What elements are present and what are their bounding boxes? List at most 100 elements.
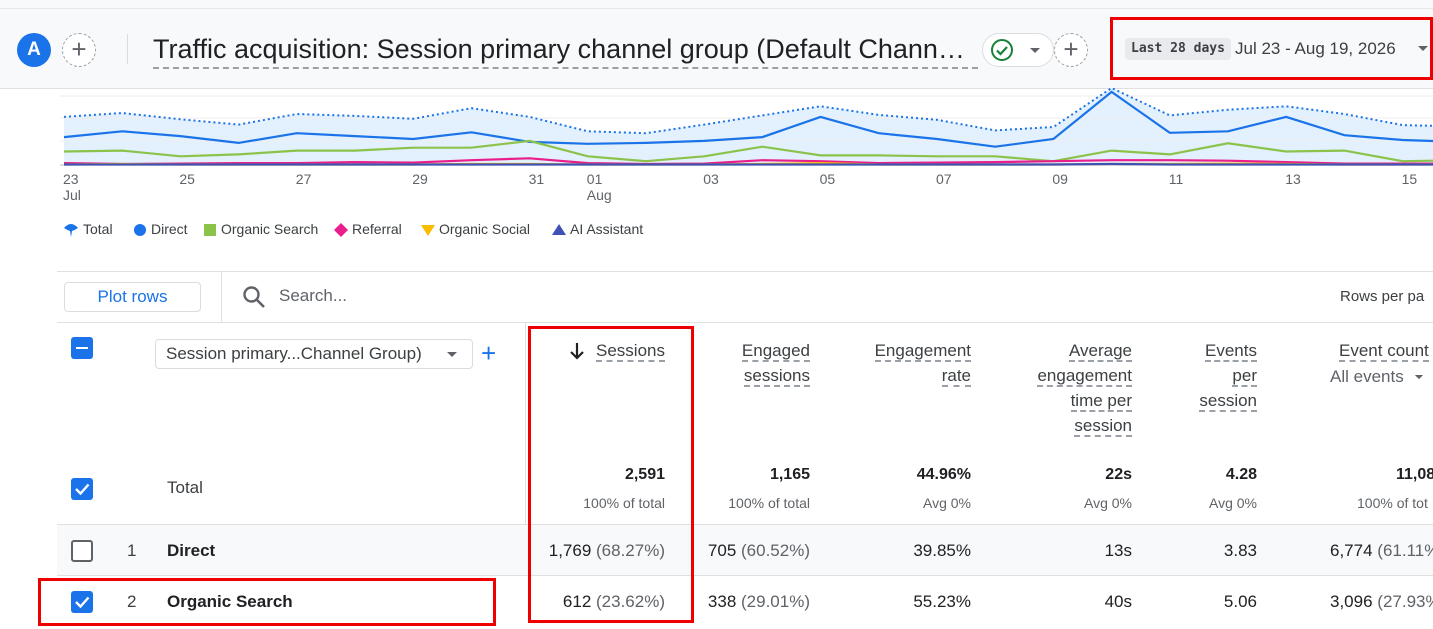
x-tick-label: 05 bbox=[820, 171, 836, 187]
divider bbox=[57, 575, 1433, 576]
table-search-input[interactable]: Search... bbox=[279, 286, 348, 305]
add-comparison-button[interactable]: + bbox=[62, 33, 96, 67]
event-filter-label: All events bbox=[1330, 367, 1404, 386]
legend-label: Organic Search bbox=[221, 221, 319, 237]
legend-label: Total bbox=[83, 221, 113, 237]
legend-item-ai-assistant[interactable]: AI Assistant bbox=[552, 219, 643, 239]
x-tick-day: 01 bbox=[586, 171, 603, 187]
row-events-per-session: 5.06 bbox=[1223, 592, 1257, 611]
total-sessions: 2,591 bbox=[624, 466, 665, 483]
x-tick-day: 27 bbox=[295, 171, 312, 187]
row-engagement-rate: 55.23% bbox=[913, 592, 971, 611]
caret-down-icon[interactable] bbox=[1417, 45, 1429, 53]
x-tick-day: 29 bbox=[412, 171, 428, 187]
x-tick-label: 31 bbox=[529, 171, 545, 187]
legend-item-organic-social[interactable]: Organic Social bbox=[421, 219, 530, 239]
series-area-total bbox=[64, 88, 1433, 165]
column-label: sessions bbox=[743, 366, 810, 387]
diamond-icon bbox=[334, 223, 348, 238]
legend-item-organic-search[interactable]: Organic Search bbox=[203, 219, 318, 239]
column-header-event-count[interactable]: Event count bbox=[1290, 338, 1433, 363]
value: 3,096 bbox=[1330, 592, 1373, 611]
column-label: Engagement bbox=[874, 341, 971, 362]
row-checkbox[interactable] bbox=[71, 540, 93, 562]
column-header-engaged-sessions[interactable]: Engaged sessions bbox=[700, 338, 810, 388]
column-header-engagement-rate[interactable]: Engagement rate bbox=[840, 338, 971, 388]
series-line-total[interactable] bbox=[63, 88, 1433, 135]
check-icon bbox=[75, 596, 90, 609]
column-label: session bbox=[1199, 391, 1257, 412]
chart-legend: Total Direct Organic Search Referral Org… bbox=[0, 219, 1433, 239]
x-tick-month: Aug bbox=[586, 187, 612, 203]
table-row[interactable] bbox=[57, 525, 1433, 575]
x-tick-day: 23 bbox=[63, 171, 79, 187]
legend-item-referral[interactable]: Referral bbox=[334, 219, 402, 239]
page-title[interactable]: Traffic acquisition: Session primary cha… bbox=[153, 31, 978, 69]
legend-item-total[interactable]: Total bbox=[63, 219, 113, 239]
row-channel-name[interactable]: Direct bbox=[167, 541, 216, 560]
plot-rows-button[interactable]: Plot rows bbox=[64, 282, 201, 312]
x-tick-label: 09 bbox=[1052, 171, 1068, 187]
total-row-label: Total bbox=[167, 478, 203, 497]
row-checkbox[interactable] bbox=[71, 591, 93, 613]
add-dimension-button[interactable]: + bbox=[481, 338, 497, 368]
value: 612 bbox=[562, 592, 592, 611]
x-tick-label: 07 bbox=[936, 171, 952, 187]
caret-down-icon bbox=[1415, 375, 1424, 380]
row-rank: 2 bbox=[127, 592, 137, 611]
x-tick-month: Jul bbox=[63, 187, 81, 203]
column-header-sessions[interactable]: Sessions bbox=[560, 338, 665, 363]
column-label: per bbox=[1232, 366, 1257, 387]
column-label: Average bbox=[1068, 341, 1132, 362]
divider bbox=[127, 34, 128, 64]
column-label: Event count bbox=[1339, 341, 1429, 362]
column-header-events-per-session[interactable]: Events per session bbox=[1170, 338, 1257, 413]
event-filter-dropdown[interactable]: All events bbox=[1330, 367, 1424, 387]
account-avatar[interactable]: A bbox=[17, 33, 51, 67]
drop-icon bbox=[64, 224, 78, 238]
column-label: engagement bbox=[1037, 366, 1132, 387]
legend-item-direct[interactable]: Direct bbox=[133, 219, 188, 239]
series-line-ai-assistant[interactable] bbox=[64, 162, 1433, 166]
legend-label: Direct bbox=[151, 221, 188, 237]
divider bbox=[221, 272, 222, 322]
value: 1,769 bbox=[548, 541, 592, 560]
add-report-button[interactable]: + bbox=[1054, 33, 1088, 67]
divider bbox=[57, 322, 1433, 323]
x-tick-label: 03 bbox=[703, 171, 719, 187]
row-channel-name[interactable]: Organic Search bbox=[167, 592, 293, 611]
total-avg-engagement-time-sub: Avg 0% bbox=[1084, 495, 1132, 511]
legend-label: AI Assistant bbox=[570, 221, 644, 237]
x-tick-label: 13 bbox=[1285, 171, 1301, 187]
row-sessions: 1,769 (68.27%) bbox=[540, 541, 665, 561]
percent: (61.11% bbox=[1377, 541, 1433, 560]
caret-down-icon bbox=[1030, 48, 1040, 53]
arrow-down-icon bbox=[570, 343, 584, 360]
x-tick-label: 27 bbox=[296, 171, 312, 187]
date-range-picker[interactable]: Jul 23 - Aug 19, 2026 bbox=[1235, 39, 1396, 58]
column-label: time per bbox=[1070, 391, 1132, 412]
square-icon bbox=[204, 224, 216, 237]
highlight-box bbox=[528, 326, 694, 623]
row-engaged-sessions: 705 (60.52%) bbox=[690, 541, 810, 561]
x-tick-day: 13 bbox=[1285, 171, 1301, 187]
series-line-referral[interactable] bbox=[63, 157, 1433, 166]
series-line-direct[interactable] bbox=[63, 90, 1433, 148]
total-event-count: 11,08 bbox=[1396, 466, 1433, 483]
circle-icon bbox=[134, 224, 146, 237]
total-row-checkbox[interactable] bbox=[71, 478, 93, 500]
x-tick-day: 15 bbox=[1401, 171, 1418, 187]
table-row[interactable] bbox=[57, 576, 1433, 629]
series-line-organic-search[interactable] bbox=[63, 139, 1433, 163]
report-status-pill[interactable] bbox=[982, 33, 1054, 67]
legend-label: Referral bbox=[352, 221, 402, 237]
select-all-checkbox[interactable] bbox=[71, 337, 93, 359]
dimension-selector[interactable]: Session primary...Channel Group) bbox=[155, 339, 473, 369]
percent: (27.93% bbox=[1377, 592, 1433, 611]
value: 338 bbox=[707, 592, 737, 611]
column-header-avg-engagement-time[interactable]: Average engagement time per session bbox=[1000, 338, 1132, 438]
x-tick-day: 25 bbox=[179, 171, 195, 187]
column-label: Engaged bbox=[741, 341, 810, 362]
x-tick-label: 01 Aug bbox=[587, 171, 612, 203]
x-tick-label: 11 bbox=[1169, 171, 1184, 187]
